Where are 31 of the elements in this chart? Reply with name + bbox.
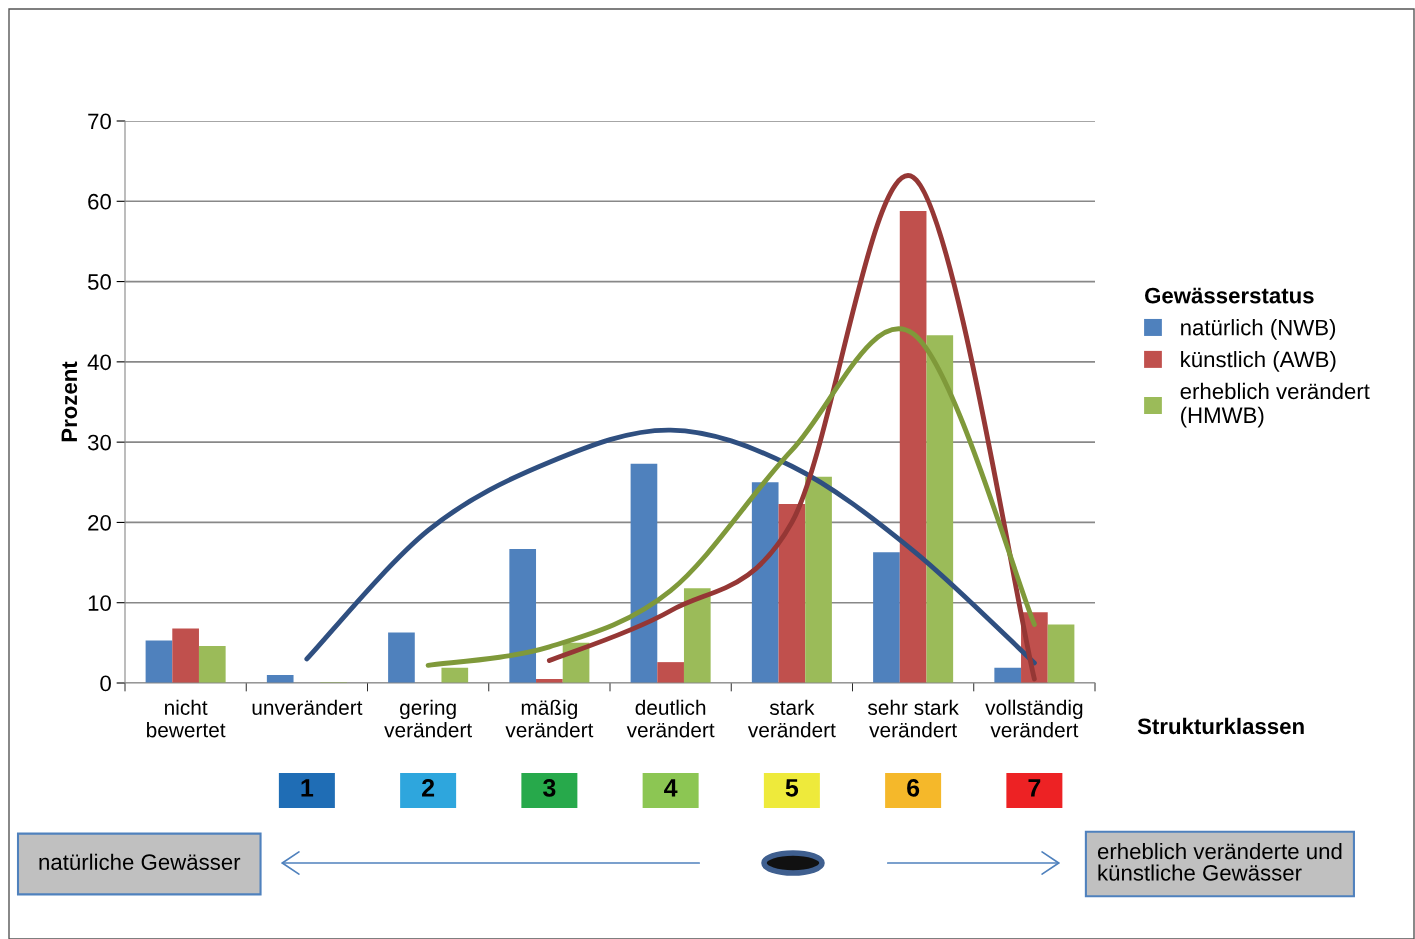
y-tick-label: 50 (87, 274, 111, 290)
text: 5 (785, 779, 799, 797)
legend-label: natürlich (NWB) (1181, 319, 1336, 340)
text: 4 (664, 779, 678, 797)
y-tick-label: 0 (100, 675, 111, 692)
x-axis-title: Strukturklassen (1137, 717, 1304, 735)
text: 3 (543, 779, 556, 797)
text: natürliche Gewässer (39, 853, 241, 870)
text: 2 (422, 779, 435, 797)
y-tick-label: 40 (87, 354, 111, 371)
text: 6 (907, 779, 920, 797)
y-tick-label: 10 (88, 595, 111, 611)
x-tick-label: gering verändert (384, 699, 472, 738)
y-axis-title: Prozent (61, 361, 78, 442)
x-tick-label: sehr stark verändert (867, 699, 959, 738)
x-tick-label: unverändert (252, 699, 363, 715)
y-tick-label: 30 (87, 434, 111, 451)
text: 7 (1028, 779, 1041, 797)
y-tick-label: 70 (88, 113, 111, 130)
x-tick-label: mäßig verändert (505, 699, 594, 738)
x-tick-label: deutlich verändert (626, 699, 715, 738)
x-tick-label: vollständig verändert (985, 699, 1083, 738)
legend-label: erheblich verändert (HMWB) (1180, 382, 1370, 428)
x-tick-label: stark verändert (747, 699, 836, 738)
y-tick-label: 20 (88, 514, 111, 531)
x-tick-label: nicht bewertet (147, 699, 226, 738)
y-tick-label: 60 (88, 193, 111, 210)
legend-label: künstlich (AWB) (1181, 351, 1336, 372)
text: erheblich veränderte und künstliche Gewässer (1097, 842, 1342, 881)
legend-title: Gewässerstatus (1145, 287, 1314, 304)
text: 1 (301, 779, 314, 797)
